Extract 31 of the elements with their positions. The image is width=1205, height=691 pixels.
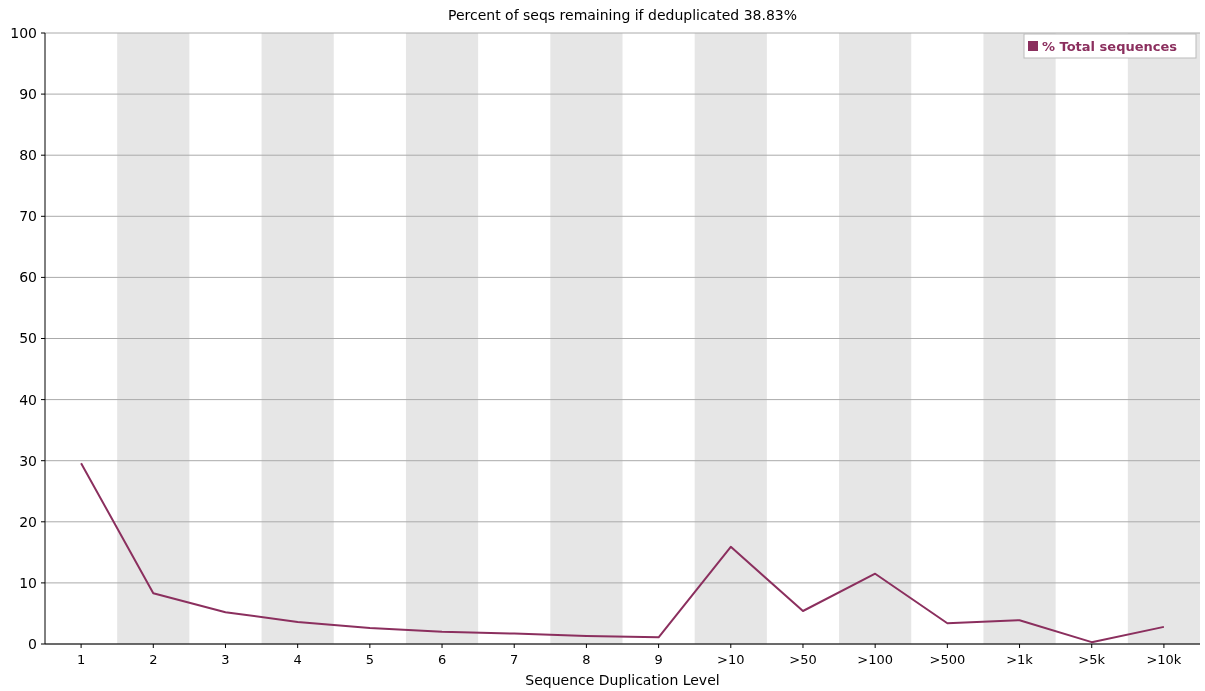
x-tick-label: >10k [1146,652,1182,667]
y-tick-label: 60 [19,269,37,286]
legend-label: % Total sequences [1042,39,1178,54]
y-tick-label: 20 [19,513,37,530]
x-tick-label: >10 [717,652,745,667]
x-tick-label: >100 [857,652,894,667]
y-tick-label: 90 [19,86,37,102]
y-tick-label: 40 [19,391,37,408]
x-tick-label: 4 [293,652,302,667]
x-tick-label: 3 [221,652,230,667]
x-tick-label: 8 [582,652,591,667]
x-tick-label: >50 [789,652,817,667]
x-tick-label: 2 [149,652,158,667]
y-tick-label: 100 [10,24,37,41]
y-tick-label: 70 [19,208,37,225]
y-tick-label: 0 [28,635,37,652]
x-axis-title: Sequence Duplication Level [525,672,720,688]
x-tick-label: 5 [365,652,374,667]
line-series [80,462,1165,644]
x-tick-label: >500 [929,652,966,667]
x-tick-label: 1 [76,652,86,667]
y-tick-label: 30 [19,452,37,469]
x-tick-label: >5k [1078,652,1106,667]
y-tick-label: 80 [19,147,37,164]
y-tick-label: 10 [19,574,37,591]
x-tick-label: 9 [654,652,663,667]
x-tick-label: 7 [510,652,519,667]
x-tick-label: >1k [1006,652,1034,667]
x-tick-label: 6 [437,652,447,667]
y-tick-label: 50 [19,330,37,347]
chart-title: Percent of seqs remaining if deduplicated 38.83% [447,7,798,23]
